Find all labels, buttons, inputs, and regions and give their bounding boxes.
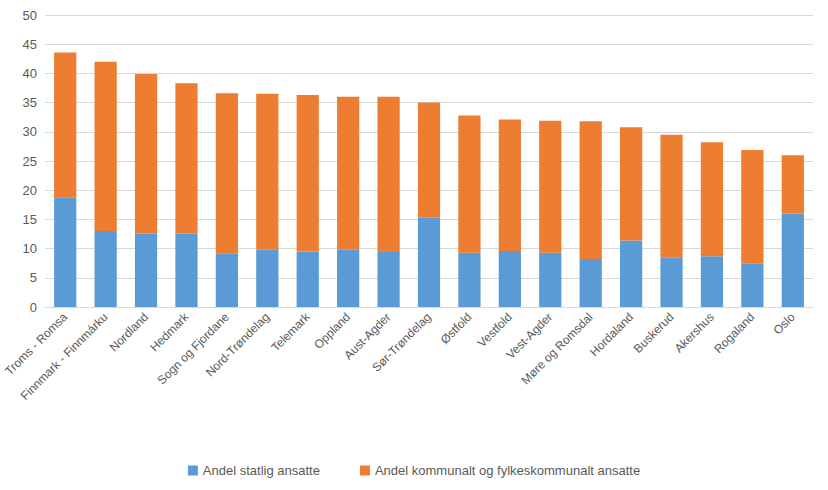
svg-text:0: 0: [30, 300, 37, 315]
svg-text:Rogaland: Rogaland: [711, 310, 757, 356]
svg-text:Buskerud: Buskerud: [631, 310, 677, 356]
svg-text:45: 45: [23, 37, 37, 52]
svg-text:Andel kommunalt og fylkeskommu: Andel kommunalt og fylkeskommunalt ansat…: [375, 463, 640, 478]
svg-text:20: 20: [23, 183, 37, 198]
svg-text:Troms - Romsa: Troms - Romsa: [2, 310, 71, 378]
svg-text:Østfold: Østfold: [438, 310, 475, 347]
svg-text:Andel statlig ansatte: Andel statlig ansatte: [203, 463, 320, 478]
svg-text:40: 40: [23, 66, 37, 81]
svg-text:10: 10: [23, 241, 37, 256]
svg-text:Oppland: Oppland: [311, 310, 354, 352]
svg-text:Nord-Trøndelag: Nord-Trøndelag: [203, 310, 272, 379]
svg-text:Vest-Agder: Vest-Agder: [503, 310, 556, 362]
svg-text:Finnmark - Finnmárku: Finnmark - Finnmárku: [18, 310, 111, 403]
svg-text:Sogn og Fjordane: Sogn og Fjordane: [155, 310, 233, 388]
svg-text:50: 50: [23, 8, 37, 23]
svg-text:Sør-Trøndelag: Sør-Trøndelag: [369, 310, 434, 375]
svg-text:Nordland: Nordland: [107, 310, 151, 354]
svg-text:Vestfold: Vestfold: [475, 310, 515, 350]
svg-text:15: 15: [23, 212, 37, 227]
svg-text:30: 30: [23, 124, 37, 139]
svg-text:25: 25: [23, 154, 37, 169]
svg-text:Oslo: Oslo: [770, 310, 798, 338]
svg-text:Aust-Agder: Aust-Agder: [341, 310, 394, 363]
svg-text:Møre og Romsdal: Møre og Romsdal: [518, 310, 595, 387]
svg-text:5: 5: [30, 270, 37, 285]
svg-text:35: 35: [23, 95, 37, 110]
svg-text:Hedmark: Hedmark: [147, 310, 192, 355]
svg-text:Hordaland: Hordaland: [587, 310, 636, 359]
svg-text:Telemark: Telemark: [268, 309, 313, 354]
svg-text:Akershus: Akershus: [672, 310, 717, 355]
